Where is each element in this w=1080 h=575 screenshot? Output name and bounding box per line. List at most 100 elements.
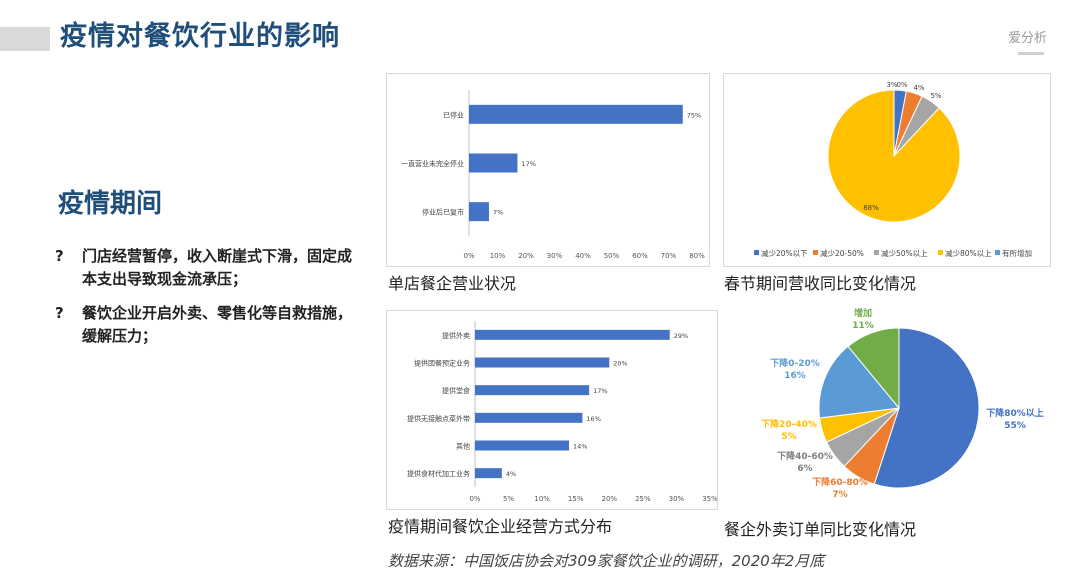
bar <box>475 385 590 396</box>
legend-swatch <box>938 250 943 255</box>
x-tick-label: 15% <box>568 495 584 503</box>
slice-name-label: 下降80%以上 <box>986 407 1044 419</box>
category-label: 提供食材代加工业务 <box>407 469 470 478</box>
category-label: 提供团餐预定业务 <box>414 359 470 368</box>
bar <box>475 412 583 423</box>
slice-label: 5% <box>930 92 941 100</box>
data-label: 7% <box>493 209 503 217</box>
bullet-item: ? 门店经营暂停，收入断崖式下滑，固定成本支出导致现金流承压； <box>55 245 355 291</box>
slice-label: 88% <box>863 204 879 212</box>
category-label: 其他 <box>456 442 470 451</box>
x-tick-label: 0% <box>463 252 474 260</box>
bullet-text: 门店经营暂停，收入断崖式下滑，固定成本支出导致现金流承压； <box>82 247 353 288</box>
legend-swatch <box>754 250 759 255</box>
slice-value-label: 5% <box>781 432 796 442</box>
brand-label: 爱分析 <box>1008 31 1048 46</box>
bar <box>469 202 489 222</box>
data-label: 16% <box>586 415 600 423</box>
slice-label: 3% <box>886 81 897 89</box>
slice-label: 4% <box>913 84 924 92</box>
bar-chart-store-status: 已停业 75% 一直营业未完全停业 17% 停业后已复市 7% 0% 10% 20% 30% 40%… <box>401 90 705 260</box>
bar <box>475 440 569 451</box>
pie-chart-spring-revenue: 3% 4% 5% 88% 0% 减少20%以下 减少20-50% 减少50%以上 减少80%以上… <box>754 81 1032 258</box>
x-tick-label: 25% <box>635 495 651 503</box>
bullet-text: 餐饮企业开启外卖、零售化等自救措施，缓解压力； <box>82 304 353 345</box>
slice-name-label: 增加 <box>854 307 872 319</box>
category-label: 提供无接触点菜外带 <box>407 414 470 423</box>
legend-swatch <box>813 250 818 255</box>
chart-caption-spring-revenue: 春节期间营收同比变化情况 <box>724 274 917 293</box>
chart-caption-store-status: 单店餐企营业状况 <box>388 274 517 293</box>
bar <box>469 153 518 173</box>
x-tick-label: 80% <box>689 252 705 260</box>
legend-entry: 有所增加 <box>1002 248 1032 258</box>
bar <box>475 329 670 340</box>
section-title: 疫情期间 <box>58 189 163 219</box>
x-tick-label: 5% <box>503 495 514 503</box>
category-label: 停业后已复市 <box>422 208 464 217</box>
x-tick-label: 20% <box>518 252 534 260</box>
x-tick-label: 30% <box>669 495 685 503</box>
data-label: 4% <box>506 470 516 478</box>
bar <box>475 468 502 479</box>
brand-underline <box>1018 52 1044 55</box>
data-label: 29% <box>674 332 688 340</box>
legend-entry: 减少20%以下 <box>761 248 808 258</box>
pie-chart-takeout-orders: 下降80%以上 55% 下降60-80% 7% 下降40-60% 6% 下降20-40% 5%… <box>761 307 1044 500</box>
x-tick-label: 40% <box>575 252 591 260</box>
slice-value-label: 7% <box>832 490 847 500</box>
legend-entry: 减少20-50% <box>820 248 864 258</box>
bullet-list: ? 门店经营暂停，收入断崖式下滑，固定成本支出导致现金流承压； ? 餐饮企业开启… <box>55 245 355 359</box>
x-tick-label: 10% <box>490 252 506 260</box>
pie-slice <box>873 327 980 489</box>
data-label: 17% <box>521 160 535 168</box>
legend-entry: 减少80%以上 <box>945 248 992 258</box>
x-tick-label: 0% <box>469 495 480 503</box>
pie-slice <box>847 327 900 410</box>
data-label: 20% <box>613 360 627 368</box>
category-label: 已停业 <box>443 110 464 119</box>
x-tick-label: 20% <box>602 495 618 503</box>
slice-value-label: 11% <box>852 321 874 331</box>
chart-panel-store-status: 已停业 75% 一直营业未完全停业 17% 停业后已复市 7% 0% 10% 20% 30% 40%… <box>386 73 710 267</box>
bar <box>475 357 610 368</box>
x-tick-label: 70% <box>661 252 677 260</box>
chart-panel-spring-revenue: 3% 4% 5% 88% 0% 减少20%以下 减少20-50% 减少50%以上 减少80%以上… <box>723 73 1051 267</box>
bar-chart-operation-modes: 提供外卖 29% 提供团餐预定业务 20% 提供堂食 17% 提供无接触点菜外带 16% 其他 1… <box>407 321 718 503</box>
x-tick-label: 30% <box>547 252 563 260</box>
data-label: 17% <box>593 387 607 395</box>
slice-label: 0% <box>896 81 907 89</box>
title-accent-bar <box>0 27 50 51</box>
pie-slice <box>818 345 900 419</box>
x-tick-label: 10% <box>534 495 550 503</box>
slice-name-label: 下降0-20% <box>770 357 820 369</box>
legend-swatch <box>995 250 1000 255</box>
category-label: 一直营业未完全停业 <box>401 159 464 168</box>
slice-name-label: 下降40-60% <box>777 450 833 462</box>
bar <box>469 104 683 124</box>
slice-value-label: 6% <box>797 464 812 474</box>
bullet-mark: ? <box>55 304 64 322</box>
x-tick-label: 50% <box>604 252 620 260</box>
legend-entry: 减少50%以上 <box>881 248 928 258</box>
page-title: 疫情对餐饮行业的影响 <box>60 21 340 52</box>
pie-slice <box>827 89 961 223</box>
x-tick-label: 60% <box>632 252 648 260</box>
slice-name-label: 下降20-40% <box>761 418 817 430</box>
slice-value-label: 55% <box>1004 421 1026 431</box>
legend-swatch <box>874 250 879 255</box>
bullet-item: ? 餐饮企业开启外卖、零售化等自救措施，缓解压力； <box>55 302 355 348</box>
category-label: 提供外卖 <box>442 331 470 340</box>
slice-name-label: 下降60-80% <box>812 476 868 488</box>
data-source-note: 数据来源：中国饭店协会对309家餐饮企业的调研，2020年2月底 <box>388 552 825 570</box>
bullet-mark: ? <box>55 247 64 265</box>
chart-caption-operation-modes: 疫情期间餐饮企业经营方式分布 <box>388 517 613 536</box>
chart-panel-takeout-orders: 下降80%以上 55% 下降60-80% 7% 下降40-60% 6% 下降20-40% 5%… <box>723 307 1053 511</box>
slice-value-label: 16% <box>784 371 806 381</box>
chart-caption-takeout-orders: 餐企外卖订单同比变化情况 <box>724 520 917 539</box>
category-label: 提供堂食 <box>442 386 470 395</box>
x-tick-label: 35% <box>702 495 717 503</box>
data-label: 75% <box>687 111 701 119</box>
data-label: 14% <box>573 443 587 451</box>
chart-panel-operation-modes: 提供外卖 29% 提供团餐预定业务 20% 提供堂食 17% 提供无接触点菜外带 16% 其他 1… <box>386 310 718 510</box>
